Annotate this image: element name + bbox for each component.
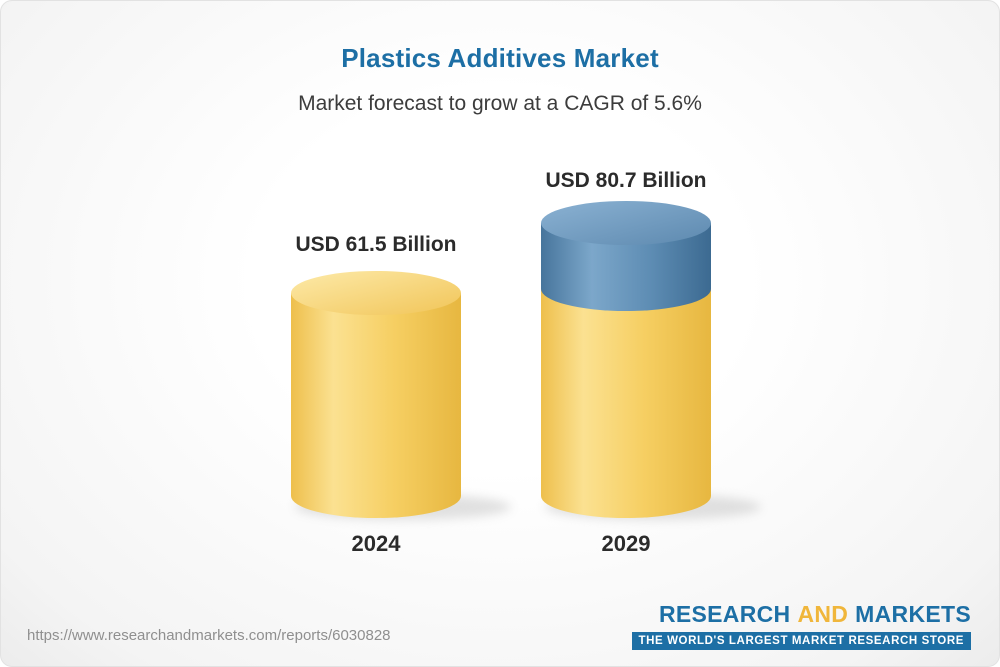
report-url: https://www.researchandmarkets.com/repor… — [27, 627, 391, 644]
bar-2024 — [291, 271, 461, 518]
research-and-markets-logo: RESEARCH AND MARKETS THE WORLD'S LARGEST… — [631, 601, 971, 650]
logo-tagline: THE WORLD'S LARGEST MARKET RESEARCH STOR… — [631, 632, 971, 650]
axis-label-2024: 2024 — [351, 531, 401, 556]
bar-chart: USD 61.5 Billion USD 80.7 Billion — [1, 131, 999, 571]
logo-wordmark: RESEARCH AND MARKETS — [659, 601, 971, 628]
chart-header: Plastics Additives Market Market forecas… — [1, 43, 999, 116]
chart-title: Plastics Additives Market — [341, 43, 659, 73]
bar-2029 — [541, 201, 711, 518]
axis-label-2029: 2029 — [601, 531, 651, 556]
chart-subtitle: Market forecast to grow at a CAGR of 5.6… — [298, 92, 702, 115]
value-label-2029: USD 80.7 Billion — [545, 169, 707, 192]
value-label-2024: USD 61.5 Billion — [295, 233, 457, 256]
logo-word-markets: MARKETS — [855, 601, 971, 627]
cylinder-bars-graphic — [291, 201, 761, 520]
logo-word-research: RESEARCH — [658, 601, 791, 627]
logo-word-and: AND — [797, 601, 849, 627]
